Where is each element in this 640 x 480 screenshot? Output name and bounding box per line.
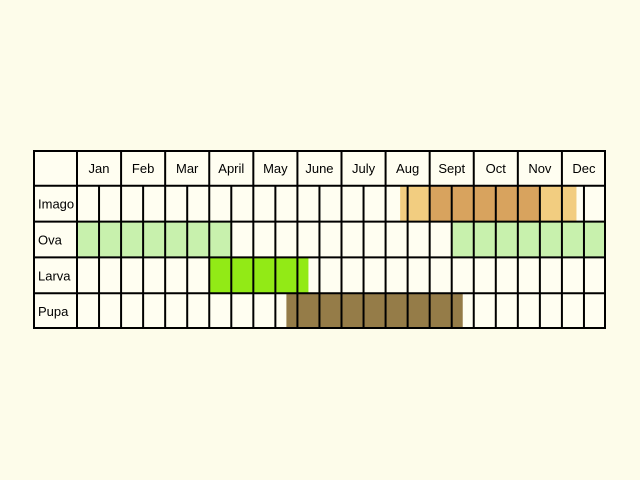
month-label: Mar — [176, 161, 199, 176]
month-label: Feb — [132, 161, 154, 176]
stage-label: Imago — [38, 197, 74, 212]
month-label: Dec — [572, 161, 596, 176]
life-cycle-calendar: Jan Feb Mar April May June July Aug Sept Oct Nov De… — [33, 150, 606, 329]
month-label: Nov — [528, 161, 552, 176]
month-label: Sept — [438, 161, 465, 176]
stage-band — [209, 257, 309, 294]
calendar-grid: Jan Feb Mar April May June July Aug Sept Oct Nov De… — [33, 150, 606, 329]
stage-label: Pupa — [38, 304, 69, 319]
month-label: Jan — [89, 161, 110, 176]
stage-band — [77, 221, 232, 258]
month-label: April — [218, 161, 244, 176]
month-label: June — [305, 161, 333, 176]
month-label: May — [263, 161, 288, 176]
stage-label: Larva — [38, 268, 71, 283]
month-label: Aug — [396, 161, 419, 176]
month-label: July — [352, 161, 376, 176]
stage-band — [286, 293, 463, 329]
stage-band — [451, 221, 606, 258]
stage-label: Ova — [38, 233, 63, 248]
month-label: Oct — [486, 161, 507, 176]
stage-band — [429, 185, 540, 222]
grid-border — [33, 150, 606, 329]
